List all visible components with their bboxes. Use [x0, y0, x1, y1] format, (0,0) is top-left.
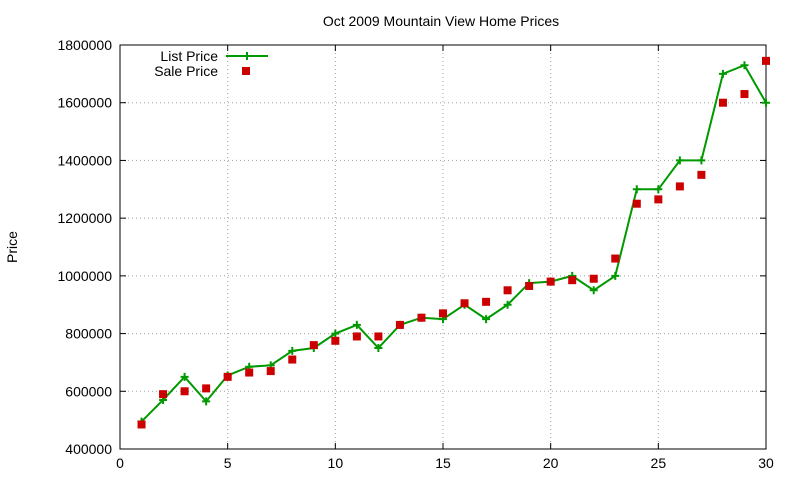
legend: List Price Sale Price [154, 48, 268, 79]
axes [119, 44, 767, 450]
sale-price-point [245, 368, 254, 377]
legend-label-sale-price: Sale Price [154, 63, 218, 79]
sale-price-point [266, 367, 275, 376]
sale-price-point [503, 286, 512, 295]
sale-price-point [740, 90, 749, 99]
sale-price-point [202, 384, 211, 393]
y-tick-label: 1200000 [57, 210, 112, 226]
chart-title: Oct 2009 Mountain View Home Prices [323, 13, 559, 29]
list-price-point [718, 69, 727, 78]
sale-price-point [374, 332, 383, 341]
list-price-point [654, 185, 663, 194]
sale-price-point [482, 297, 491, 306]
y-tick-label: 400000 [65, 441, 112, 457]
sale-price-point [632, 199, 641, 208]
list-price-point [288, 346, 297, 355]
tick-labels: 0 5 10 15 20 25 30 400000 600000 800000 1000000 120… [57, 37, 774, 471]
legend-marker-list-price [243, 52, 251, 60]
sale-price-point [288, 355, 297, 364]
sale-price-point [611, 254, 620, 263]
sale-price-point [718, 98, 727, 107]
x-tick-label: 25 [651, 455, 667, 471]
list-price-point [374, 344, 383, 352]
x-tick-label: 15 [435, 455, 451, 471]
list-price-point [180, 372, 189, 381]
sale-price-point [309, 341, 318, 350]
list-price-point [503, 300, 512, 309]
y-tick-label: 800000 [65, 326, 112, 342]
legend-marker-sale-price [242, 67, 250, 75]
list-price-point [632, 185, 641, 194]
list-price-point [675, 156, 684, 165]
sale-price-point [352, 332, 361, 341]
y-tick-label: 1800000 [57, 37, 112, 53]
sale-price-point [223, 372, 232, 381]
legend-label-list-price: List Price [160, 48, 218, 64]
sale-price-point [439, 309, 447, 318]
sale-price-point [460, 299, 469, 308]
sale-price-point [137, 420, 146, 429]
x-tick-label: 0 [116, 455, 124, 471]
sale-price-point [762, 56, 770, 65]
y-tick-label: 1000000 [57, 268, 112, 284]
y-tick-label: 1600000 [57, 95, 112, 111]
list-price-point [589, 286, 598, 295]
sale-price-point [697, 170, 706, 179]
sale-price-point [180, 387, 189, 396]
x-tick-label: 10 [328, 455, 344, 471]
list-price-line [140, 63, 767, 423]
series-layer [137, 56, 770, 429]
sale-price-point [675, 182, 684, 191]
list-price-point [611, 271, 620, 280]
list-price-point [352, 320, 361, 329]
list-price-point [331, 329, 340, 338]
y-axis-label: Price [4, 231, 20, 263]
list-price-point [740, 61, 749, 70]
grid [120, 45, 766, 449]
sale-price-point [654, 195, 663, 204]
sale-price-point [546, 277, 555, 286]
y-tick-label: 1400000 [57, 152, 112, 168]
list-price-point [202, 397, 211, 406]
sale-price-point [589, 274, 598, 283]
sale-price-point [159, 390, 168, 399]
sale-price-point [417, 313, 426, 322]
list-price-point [762, 98, 770, 107]
list-price-point [697, 156, 706, 165]
sale-price-point [568, 276, 577, 285]
list-price-point [482, 315, 491, 324]
y-tick-label: 600000 [65, 383, 112, 399]
x-tick-label: 30 [758, 455, 774, 471]
x-tick-label: 5 [224, 455, 232, 471]
x-tick-label: 20 [543, 455, 559, 471]
sale-price-point [395, 320, 404, 329]
sale-price-point [525, 281, 534, 290]
sale-price-point [331, 336, 340, 345]
